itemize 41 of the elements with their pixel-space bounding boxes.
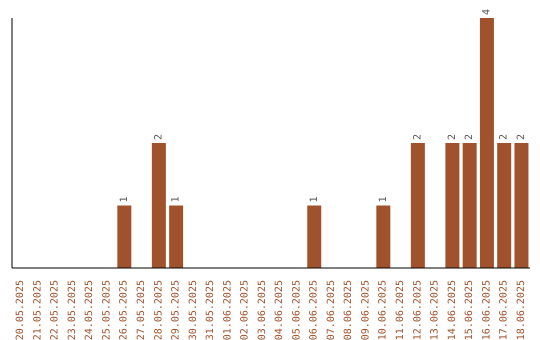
- x-tick-label: 26.05.2025: [118, 280, 130, 340]
- x-tick-label: 04.06.2025: [274, 280, 286, 340]
- x-tick-label: 01.06.2025: [222, 280, 234, 340]
- x-tick-label: 10.06.2025: [378, 280, 389, 340]
- data-label: 2: [498, 134, 510, 140]
- x-tick-label: 08.06.2025: [343, 280, 354, 340]
- x-tick-label: 05.06.2025: [291, 280, 302, 340]
- x-tick-label: 21.05.2025: [32, 280, 44, 340]
- x-tick-label: 07.06.2025: [326, 280, 337, 340]
- x-tick-label: 14.06.2025: [446, 280, 458, 340]
- x-tick-label: 23.05.2025: [66, 280, 78, 340]
- data-label: 1: [170, 196, 182, 202]
- x-tick-label: 27.05.2025: [136, 280, 147, 340]
- x-tick-label: 31.05.2025: [205, 280, 216, 340]
- data-label: 2: [153, 134, 164, 140]
- data-label: 1: [378, 196, 389, 202]
- data-label: 2: [516, 134, 527, 140]
- data-label: 2: [464, 134, 476, 140]
- x-tick-label: 15.06.2025: [464, 280, 476, 340]
- x-tick-label: 09.06.2025: [360, 280, 372, 340]
- x-tick-label: 25.05.2025: [101, 280, 112, 340]
- data-label: 2: [412, 134, 424, 140]
- data-label: 4: [481, 8, 492, 15]
- data-label: 1: [308, 196, 320, 202]
- x-tick-label: 11.06.2025: [395, 280, 406, 340]
- x-tick-label: 29.05.2025: [170, 280, 182, 340]
- data-label: 1: [118, 196, 130, 202]
- data-label: 2: [446, 134, 458, 140]
- x-tick-label: 02.06.2025: [240, 280, 251, 340]
- x-tick-label: 24.05.2025: [84, 280, 96, 340]
- x-tick-label: 16.06.2025: [481, 280, 492, 340]
- x-tick-label: 17.06.2025: [498, 280, 510, 340]
- x-tick-label: 12.06.2025: [412, 280, 424, 340]
- x-tick-label: 06.06.2025: [308, 280, 320, 340]
- x-tick-label: 18.06.2025: [516, 280, 527, 340]
- x-tick-label: 22.05.2025: [50, 280, 61, 340]
- x-tick-label: 13.06.2025: [430, 280, 441, 340]
- x-tick-label: 28.05.2025: [153, 280, 164, 340]
- x-tick-label: 30.05.2025: [188, 280, 199, 340]
- x-tick-label: 03.06.2025: [256, 280, 268, 340]
- x-tick-label: 20.05.2025: [15, 280, 26, 340]
